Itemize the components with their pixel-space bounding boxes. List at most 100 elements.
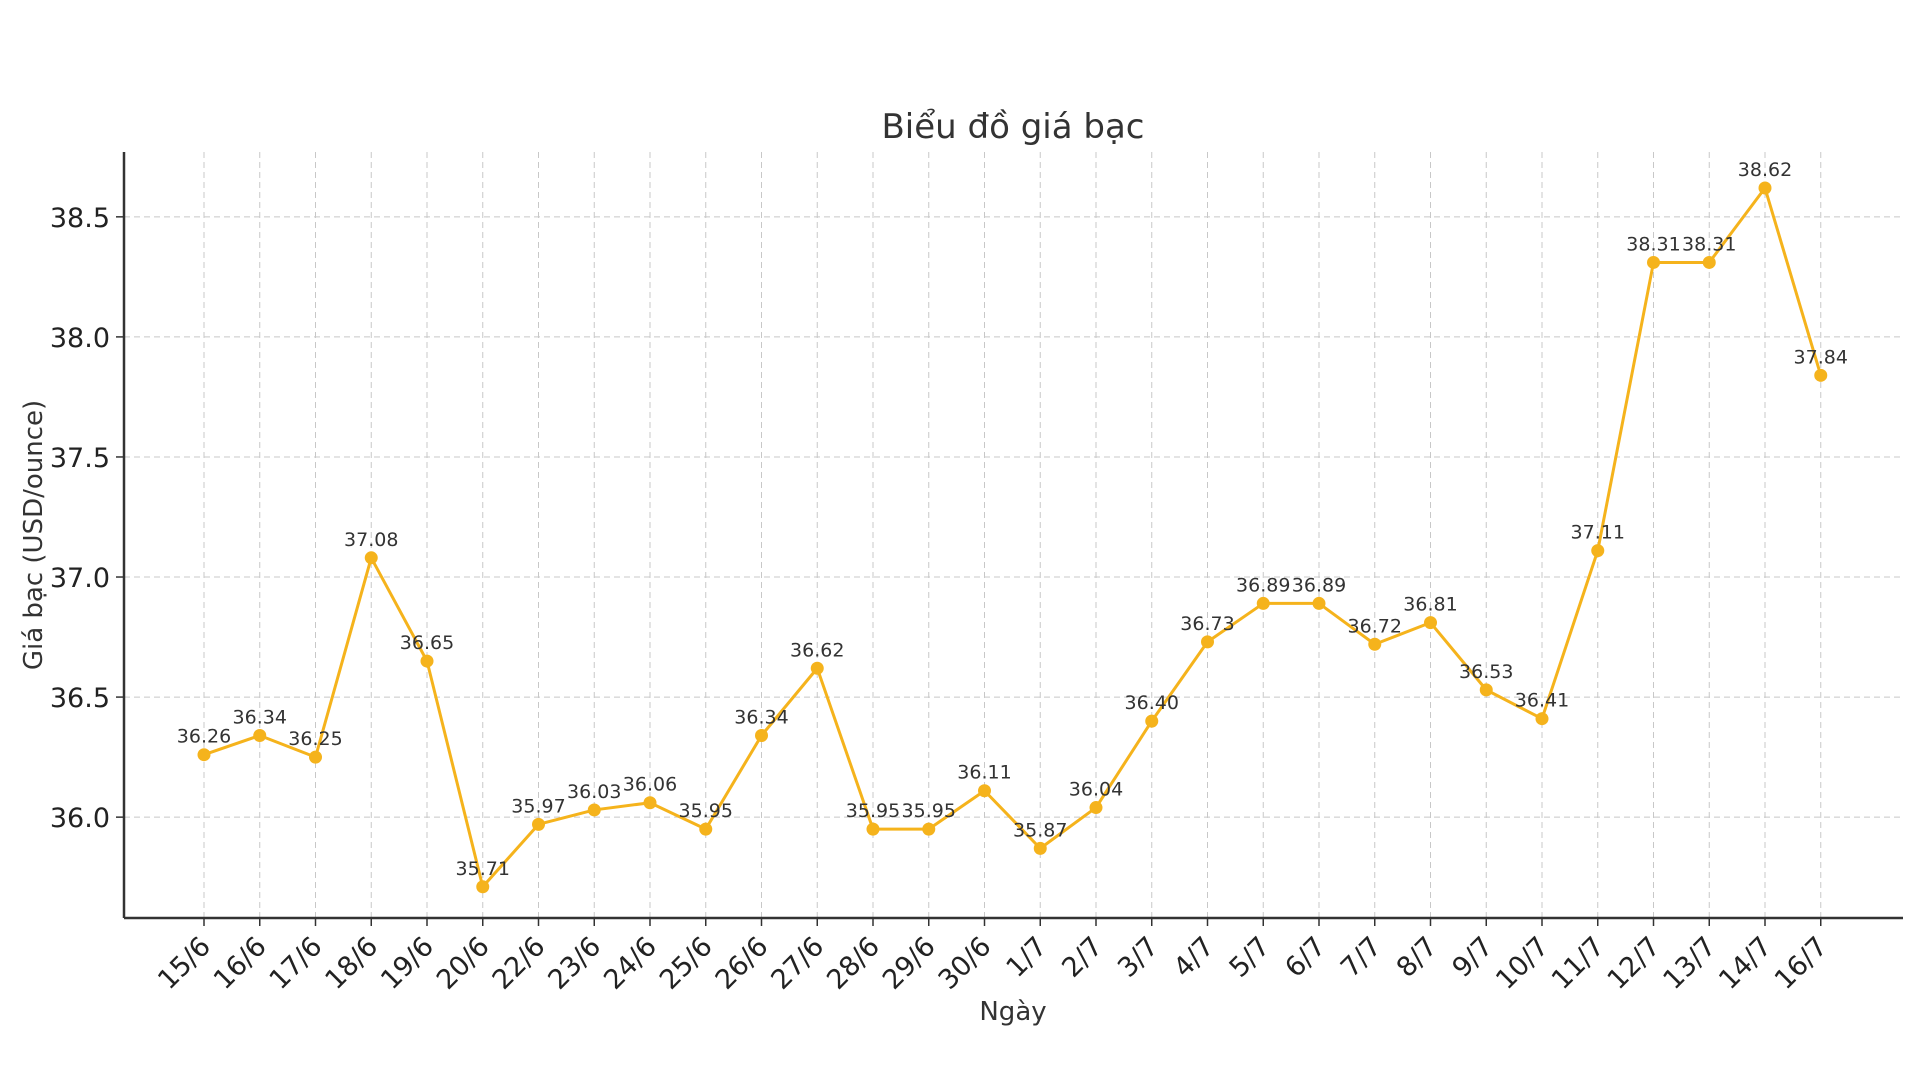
x-tick-label: 27/6 xyxy=(765,931,830,996)
data-point xyxy=(476,880,490,894)
x-tick-label: 16/6 xyxy=(208,931,273,996)
x-tick-label: 25/6 xyxy=(654,931,719,996)
grid xyxy=(124,152,1903,918)
data-label: 35.97 xyxy=(511,795,565,817)
data-label: 36.06 xyxy=(623,774,677,796)
data-point xyxy=(532,817,545,831)
data-point xyxy=(1758,181,1772,195)
data-point xyxy=(699,822,713,836)
data-label: 36.81 xyxy=(1403,594,1457,616)
x-tick-label: 5/7 xyxy=(1224,931,1277,984)
data-label: 37.08 xyxy=(344,529,398,551)
data-label: 38.31 xyxy=(1682,233,1736,255)
data-point xyxy=(1479,683,1493,697)
data-point xyxy=(1201,635,1214,649)
data-label: 36.11 xyxy=(957,762,1011,784)
data-label: 38.62 xyxy=(1738,159,1792,181)
x-tick-label: 13/7 xyxy=(1657,931,1722,996)
data-label: 36.25 xyxy=(288,728,342,750)
chart-title: Biểu đồ giá bạc xyxy=(881,107,1144,147)
x-tick-label: 7/7 xyxy=(1335,931,1388,984)
data-label: 37.84 xyxy=(1794,346,1848,368)
x-tick-label: 15/6 xyxy=(152,931,217,996)
y-tick-label: 37.5 xyxy=(50,443,110,474)
data-point xyxy=(364,551,378,565)
x-tick-label: 8/7 xyxy=(1391,931,1444,984)
data-point xyxy=(1702,255,1716,269)
data-point xyxy=(1033,841,1047,855)
data-label: 35.87 xyxy=(1013,819,1067,841)
y-tick-label: 38.5 xyxy=(50,203,110,234)
x-tick-label: 26/6 xyxy=(710,931,775,996)
x-tick-label: 3/7 xyxy=(1112,931,1165,984)
data-point xyxy=(1591,544,1605,558)
data-point xyxy=(1089,801,1103,815)
data-label: 35.95 xyxy=(846,800,900,822)
x-tick-label: 10/7 xyxy=(1490,931,1555,996)
x-tick-label: 16/7 xyxy=(1769,931,1834,996)
data-label: 36.53 xyxy=(1459,661,1513,683)
data-label: 36.34 xyxy=(233,707,287,729)
x-tick-label: 1/7 xyxy=(1001,931,1054,984)
x-tick-label: 2/7 xyxy=(1056,931,1109,984)
data-label: 36.89 xyxy=(1292,574,1346,596)
data-label: 36.89 xyxy=(1236,574,1290,596)
x-tick-label: 11/7 xyxy=(1546,931,1611,996)
data-label: 37.11 xyxy=(1571,522,1625,544)
data-point xyxy=(643,796,657,810)
data-label: 36.73 xyxy=(1180,613,1234,635)
series-silver-price xyxy=(197,181,1828,894)
y-tick-label: 37.0 xyxy=(50,563,110,594)
data-point xyxy=(309,750,322,764)
x-tick-label: 4/7 xyxy=(1168,931,1221,984)
data-point xyxy=(1814,368,1828,382)
data-label: 38.31 xyxy=(1626,233,1680,255)
data-point xyxy=(1256,596,1270,610)
data-point xyxy=(587,803,601,817)
data-label: 36.72 xyxy=(1348,615,1402,637)
data-point xyxy=(1312,596,1326,610)
x-tick-label: 22/6 xyxy=(487,931,552,996)
x-tick-label: 24/6 xyxy=(598,931,663,996)
data-label: 36.41 xyxy=(1515,690,1569,712)
x-tick-label: 17/6 xyxy=(264,931,329,996)
data-label: 36.26 xyxy=(177,726,231,748)
x-tick-label: 19/6 xyxy=(375,931,440,996)
data-label: 36.40 xyxy=(1125,692,1179,714)
data-point xyxy=(1424,616,1437,630)
x-tick-label: 28/6 xyxy=(821,931,886,996)
data-label: 36.65 xyxy=(400,632,454,654)
x-tick-label: 29/6 xyxy=(877,931,942,996)
x-tick-label: 23/6 xyxy=(542,931,607,996)
data-point xyxy=(978,784,991,798)
data-label: 36.62 xyxy=(790,639,844,661)
data-label: 36.03 xyxy=(567,781,621,803)
data-label: 36.04 xyxy=(1069,779,1123,801)
series-line xyxy=(202,186,1823,889)
x-tick-label: 30/6 xyxy=(933,931,998,996)
data-point xyxy=(1145,714,1159,728)
x-tick-label: 6/7 xyxy=(1279,931,1332,984)
data-point xyxy=(1368,637,1382,651)
data-label: 35.95 xyxy=(902,800,956,822)
data-point xyxy=(197,748,211,762)
data-point xyxy=(755,729,768,743)
data-point xyxy=(922,822,936,836)
data-point xyxy=(1535,712,1549,726)
y-tick-label: 36.0 xyxy=(50,803,110,834)
data-point xyxy=(253,729,267,743)
data-label: 36.34 xyxy=(734,707,788,729)
data-label: 35.95 xyxy=(679,800,733,822)
data-point xyxy=(866,822,880,836)
y-ticks: 36.0 36.5 37.0 37.5 38.0 38.5 xyxy=(50,203,124,834)
y-axis-label: Giá bạc (USD/ounce) xyxy=(19,400,49,670)
data-point xyxy=(1647,255,1660,269)
x-tick-label: 14/7 xyxy=(1713,931,1778,996)
data-point xyxy=(420,654,434,668)
x-tick-label: 12/7 xyxy=(1602,931,1667,996)
y-tick-label: 38.0 xyxy=(50,323,110,354)
data-labels: 36.2636.3436.2537.0836.6535.7135.9736.03… xyxy=(177,159,1848,880)
y-tick-label: 36.5 xyxy=(50,683,110,714)
x-axis-label: Ngày xyxy=(979,997,1046,1027)
